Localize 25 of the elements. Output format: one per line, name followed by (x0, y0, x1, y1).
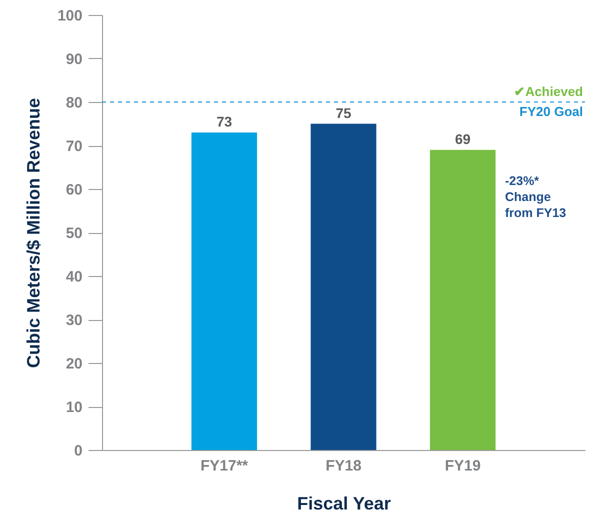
bar (191, 132, 258, 450)
data-label: 75 (336, 104, 352, 121)
y-tick-label: 90 (66, 51, 82, 68)
x-tick-label: FY18 (326, 458, 362, 474)
y-tick-label: 60 (66, 182, 82, 198)
data-label: 69 (454, 130, 471, 147)
annotation: ✔Achieved (514, 84, 584, 99)
data-label: 73 (216, 113, 232, 130)
y-tick-label: 100 (57, 8, 82, 24)
y-tick-label: 20 (66, 356, 82, 372)
y-tick-label: 0 (74, 442, 82, 460)
y-tick-label: 70 (66, 138, 82, 155)
x-tick-label: FY19 (444, 458, 481, 474)
y-tick-label: 50 (66, 225, 82, 242)
ref-line-label: FY20 Goal (519, 104, 583, 119)
annotation: -23%* Change from FY13 (505, 174, 566, 220)
x-axis-title: Fiscal Year (297, 494, 391, 514)
bar (310, 124, 376, 450)
y-tick-label: 40 (66, 268, 82, 286)
y-tick-label: 10 (66, 399, 82, 416)
x-tick-label: FY17** (200, 458, 248, 474)
y-axis-title: Cubic Meters/$ Million Revenue (23, 98, 44, 368)
y-tick-label: 80 (66, 94, 82, 112)
y-tick-label: 30 (66, 312, 82, 329)
bar (430, 150, 496, 450)
